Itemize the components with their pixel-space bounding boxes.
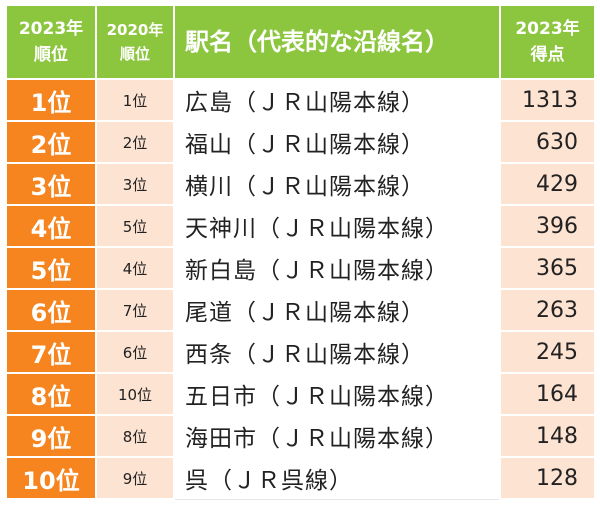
station-ranking-table: 2023年 順位 2020年 順位 駅名（代表的な沿線名） 2023年 得点 1… bbox=[5, 4, 596, 500]
rank-2020-cell: 8位 bbox=[95, 414, 175, 458]
header-rank-2023: 2023年 順位 bbox=[5, 4, 97, 80]
header-rank-2020: 2020年 順位 bbox=[95, 4, 175, 80]
score-cell: 630 bbox=[499, 120, 596, 164]
table-row: 8位 10位 五日市（ＪＲ山陽本線） 164 bbox=[5, 372, 596, 416]
score-cell: 365 bbox=[499, 246, 596, 290]
rank-2020-cell: 7位 bbox=[95, 288, 175, 332]
rank-2023-cell: 1位 bbox=[5, 78, 97, 122]
ranking-table-container: 2023年 順位 2020年 順位 駅名（代表的な沿線名） 2023年 得点 1… bbox=[5, 4, 596, 500]
rank-2023-cell: 3位 bbox=[5, 162, 97, 206]
table-row: 5位 4位 新白島（ＪＲ山陽本線） 365 bbox=[5, 246, 596, 290]
station-name-cell: 呉（ＪＲ呉線） bbox=[173, 456, 501, 500]
table-row: 2位 2位 福山（ＪＲ山陽本線） 630 bbox=[5, 120, 596, 164]
rank-2023-cell: 10位 bbox=[5, 456, 97, 500]
table-row: 3位 3位 横川（ＪＲ山陽本線） 429 bbox=[5, 162, 596, 206]
table-row: 7位 6位 西条（ＪＲ山陽本線） 245 bbox=[5, 330, 596, 374]
station-name-cell: 海田市（ＪＲ山陽本線） bbox=[173, 414, 501, 458]
rank-2023-cell: 7位 bbox=[5, 330, 97, 374]
table-row: 9位 8位 海田市（ＪＲ山陽本線） 148 bbox=[5, 414, 596, 458]
header-rank-2020-label: 順位 bbox=[119, 45, 150, 63]
score-cell: 245 bbox=[499, 330, 596, 374]
score-cell: 1313 bbox=[499, 78, 596, 122]
table-row: 1位 1位 広島（ＪＲ山陽本線） 1313 bbox=[5, 78, 596, 122]
station-name-cell: 横川（ＪＲ山陽本線） bbox=[173, 162, 501, 206]
score-cell: 396 bbox=[499, 204, 596, 248]
table-row: 4位 5位 天神川（ＪＲ山陽本線） 396 bbox=[5, 204, 596, 248]
rank-2023-cell: 2位 bbox=[5, 120, 97, 164]
header-rank-2020-year: 2020年 bbox=[106, 21, 164, 39]
rank-2023-cell: 4位 bbox=[5, 204, 97, 248]
header-rank-2023-year: 2023年 bbox=[18, 19, 84, 39]
score-cell: 128 bbox=[499, 456, 596, 500]
table-header-row: 2023年 順位 2020年 順位 駅名（代表的な沿線名） 2023年 得点 bbox=[5, 4, 596, 80]
rank-2020-cell: 6位 bbox=[95, 330, 175, 374]
rank-2020-cell: 4位 bbox=[95, 246, 175, 290]
station-name-cell: 天神川（ＪＲ山陽本線） bbox=[173, 204, 501, 248]
table-row: 6位 7位 尾道（ＪＲ山陽本線） 263 bbox=[5, 288, 596, 332]
station-name-cell: 福山（ＪＲ山陽本線） bbox=[173, 120, 501, 164]
rank-2020-cell: 5位 bbox=[95, 204, 175, 248]
rank-2023-cell: 8位 bbox=[5, 372, 97, 416]
rank-2020-cell: 1位 bbox=[95, 78, 175, 122]
score-cell: 263 bbox=[499, 288, 596, 332]
rank-2020-cell: 3位 bbox=[95, 162, 175, 206]
station-name-cell: 尾道（ＪＲ山陽本線） bbox=[173, 288, 501, 332]
header-rank-2023-label: 順位 bbox=[34, 45, 68, 65]
header-score-2023: 2023年 得点 bbox=[499, 4, 596, 80]
score-cell: 164 bbox=[499, 372, 596, 416]
header-score-label: 得点 bbox=[530, 45, 565, 65]
station-name-cell: 新白島（ＪＲ山陽本線） bbox=[173, 246, 501, 290]
station-name-cell: 西条（ＪＲ山陽本線） bbox=[173, 330, 501, 374]
table-row: 10位 9位 呉（ＪＲ呉線） 128 bbox=[5, 456, 596, 500]
station-name-cell: 広島（ＪＲ山陽本線） bbox=[173, 78, 501, 122]
rank-2023-cell: 6位 bbox=[5, 288, 97, 332]
rank-2020-cell: 10位 bbox=[95, 372, 175, 416]
score-cell: 148 bbox=[499, 414, 596, 458]
rank-2020-cell: 2位 bbox=[95, 120, 175, 164]
station-name-cell: 五日市（ＪＲ山陽本線） bbox=[173, 372, 501, 416]
score-cell: 429 bbox=[499, 162, 596, 206]
header-station: 駅名（代表的な沿線名） bbox=[173, 4, 501, 80]
rank-2023-cell: 5位 bbox=[5, 246, 97, 290]
header-score-year: 2023年 bbox=[515, 19, 580, 39]
rank-2023-cell: 9位 bbox=[5, 414, 97, 458]
rank-2020-cell: 9位 bbox=[95, 456, 175, 500]
